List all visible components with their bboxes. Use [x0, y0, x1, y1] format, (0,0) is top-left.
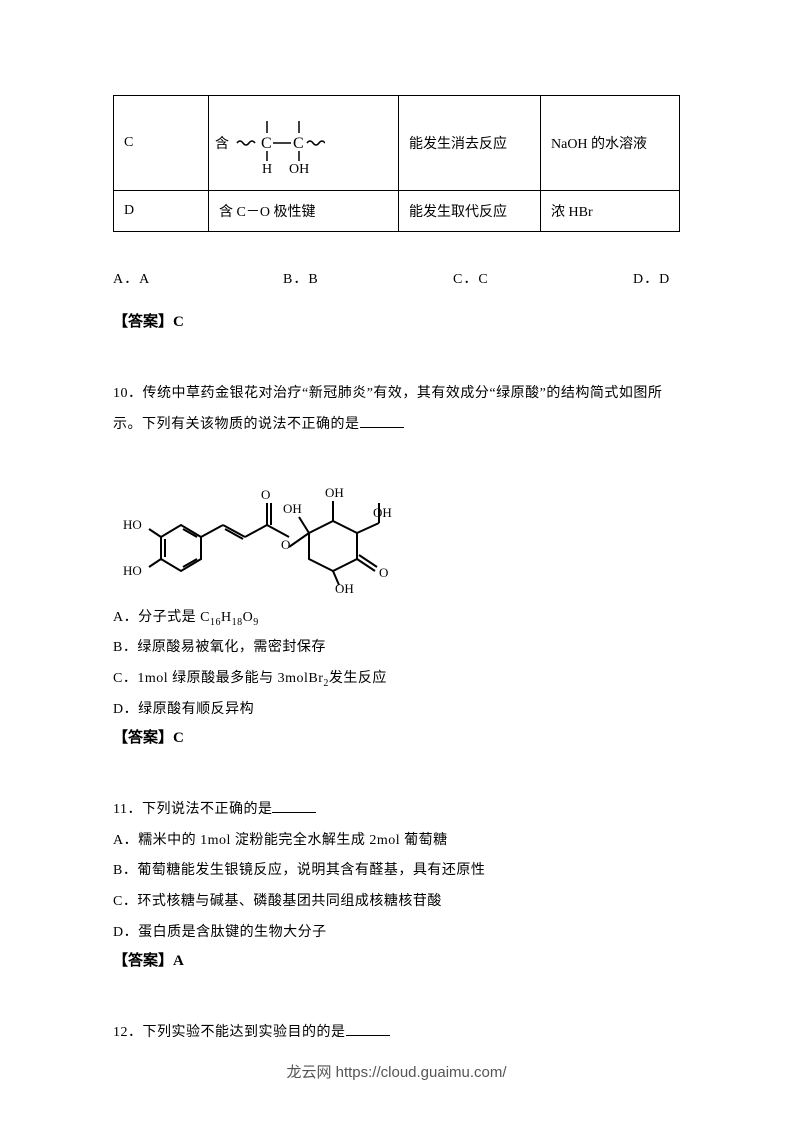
row-c-col3: 能发生消去反应: [399, 96, 541, 191]
q12-stem: 12．下列实验不能达到实验目的的是: [113, 1018, 680, 1049]
q10a-pre: A．分子式是 C: [113, 610, 210, 625]
svg-text:OH: OH: [373, 505, 392, 520]
q10a-s2: 18: [232, 616, 243, 627]
svg-text:HO: HO: [123, 517, 142, 532]
row-d-label: D: [114, 191, 209, 232]
blank-line: [272, 799, 316, 813]
q11-opt-c: C．环式核糖与碱基、磷酸基团共同组成核糖核苷酸: [113, 887, 680, 918]
option-a: A．A: [113, 268, 283, 288]
row-c-col4: NaOH 的水溶液: [541, 96, 680, 191]
row-c-label: C: [114, 96, 209, 191]
option-d: D．D: [633, 268, 670, 288]
q10a-s3: 9: [253, 616, 259, 627]
q10-opt-b: B．绿原酸易被氧化，需密封保存: [113, 633, 680, 664]
q10a-s1: 16: [210, 616, 221, 627]
q12-stem-text: 12．下列实验不能达到实验目的的是: [113, 1025, 346, 1040]
q10-opt-a: A．分子式是 C16H18O9: [113, 603, 680, 634]
svg-text:OH: OH: [289, 162, 309, 175]
blank-line: [360, 414, 404, 428]
table-row: C 含 C H: [114, 96, 680, 191]
q10-choices: A．分子式是 C16H18O9 B．绿原酸易被氧化，需密封保存 C．1mol 绿…: [113, 603, 680, 726]
q10c-pre: C．1mol 绿原酸最多能与 3molBr: [113, 671, 323, 686]
blank-line: [346, 1022, 390, 1036]
q11-answer: 【答案】A: [113, 949, 680, 970]
svg-text:C: C: [261, 135, 272, 152]
q10c-post: 发生反应: [329, 671, 387, 686]
q10-answer: 【答案】C: [113, 726, 680, 747]
table-row: D 含 C－O 极性键 能发生取代反应 浓 HBr: [114, 191, 680, 232]
structure-table: C 含 C H: [113, 95, 680, 232]
abcd-options: A．A B．B C．C D．D: [113, 268, 680, 288]
q10-stem-line2: 示。下列有关该物质的说法不正确的是: [113, 410, 680, 441]
q11-opt-d: D．蛋白质是含肽键的生物大分子: [113, 918, 680, 949]
row-c-structure: 含 C H: [209, 96, 399, 191]
struct-prefix: 含: [215, 133, 229, 153]
q11-opt-b: B．葡萄糖能发生银镜反应，说明其含有醛基，具有还原性: [113, 856, 680, 887]
svg-text:C: C: [293, 135, 304, 152]
q11-stem-text: 11．下列说法不正确的是: [113, 802, 272, 817]
svg-text:HO: HO: [123, 563, 142, 578]
page-footer: 龙云网 https://cloud.guaimu.com/: [0, 1061, 793, 1082]
chlorogenic-acid-structure-icon: HO HO O O OH OH OH OH O: [113, 447, 413, 595]
svg-text:OH: OH: [283, 501, 302, 516]
q9-answer: 【答案】C: [113, 310, 680, 331]
svg-text:O: O: [379, 565, 388, 580]
svg-text:H: H: [262, 162, 272, 175]
svg-text:O: O: [261, 487, 270, 502]
q10a-m2: O: [243, 610, 254, 625]
structure-fragment-icon: C H C: [235, 111, 325, 175]
q10-opt-c: C．1mol 绿原酸最多能与 3molBr2发生反应: [113, 664, 680, 695]
option-b: B．B: [283, 268, 453, 288]
svg-text:OH: OH: [325, 485, 344, 500]
svg-text:OH: OH: [335, 581, 354, 595]
row-d-col3: 能发生取代反应: [399, 191, 541, 232]
q11-opt-a: A．糯米中的 1mol 淀粉能完全水解生成 2mol 葡萄糖: [113, 826, 680, 857]
svg-text:O: O: [281, 537, 290, 552]
page-content: C 含 C H: [0, 0, 793, 1089]
q10-stem2-text: 示。下列有关该物质的说法不正确的是: [113, 417, 360, 432]
option-c: C．C: [453, 268, 633, 288]
q11-stem: 11．下列说法不正确的是: [113, 795, 680, 826]
q11-choices: A．糯米中的 1mol 淀粉能完全水解生成 2mol 葡萄糖 B．葡萄糖能发生银…: [113, 826, 680, 949]
q10-opt-d: D．绿原酸有顺反异构: [113, 695, 680, 726]
row-d-col2: 含 C－O 极性键: [209, 191, 399, 232]
q10a-m1: H: [221, 610, 232, 625]
row-d-col4: 浓 HBr: [541, 191, 680, 232]
q10-stem-line1: 10．传统中草药金银花对治疗“新冠肺炎”有效，其有效成分“绿原酸”的结构简式如图…: [113, 379, 680, 410]
